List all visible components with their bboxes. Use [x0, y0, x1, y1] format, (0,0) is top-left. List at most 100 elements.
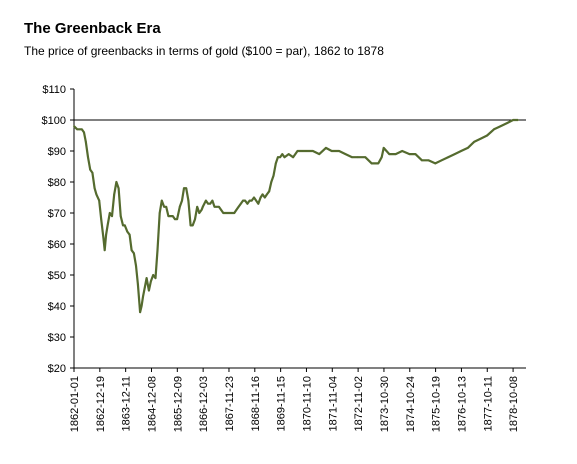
data-point	[274, 162, 277, 165]
data-point	[215, 205, 218, 208]
data-point	[201, 205, 204, 208]
data-point	[78, 128, 81, 131]
data-point	[119, 215, 122, 218]
data-point	[479, 137, 482, 140]
data-point	[301, 150, 303, 152]
data-point	[147, 289, 150, 292]
data-point	[440, 159, 443, 162]
data-point	[73, 125, 75, 128]
data-point	[183, 187, 185, 190]
data-point	[100, 218, 103, 221]
data-point	[434, 162, 437, 165]
data-point	[250, 199, 253, 202]
data-point	[103, 249, 106, 252]
data-point	[351, 156, 354, 159]
y-tick-label: $50	[48, 270, 66, 282]
data-point	[453, 153, 456, 156]
data-point	[235, 209, 238, 211]
data-point	[296, 150, 299, 152]
data-point	[185, 187, 188, 190]
x-tick-label: 1862-12-19	[95, 376, 107, 432]
data-point	[123, 224, 126, 227]
data-point	[388, 153, 391, 156]
data-point	[344, 153, 347, 156]
data-point	[287, 153, 290, 156]
y-tick-label: $30	[48, 332, 66, 344]
data-point	[198, 212, 201, 214]
data-point	[330, 150, 333, 152]
data-point	[169, 215, 172, 218]
data-point	[95, 193, 98, 196]
data-point	[427, 159, 430, 162]
data-point	[231, 212, 233, 214]
y-tick-label: $100	[42, 115, 66, 127]
data-point	[370, 162, 373, 165]
data-point	[211, 199, 214, 202]
chart-title: The Greenback Era	[24, 20, 161, 37]
data-point	[414, 153, 417, 156]
x-tick-label: 1862-01-01	[69, 376, 81, 432]
x-tick-label: 1875-10-19	[431, 376, 443, 432]
data-point	[87, 156, 89, 159]
data-point	[466, 147, 469, 149]
data-point	[194, 218, 196, 221]
data-point	[140, 305, 143, 307]
data-point	[277, 156, 279, 159]
x-tick-label: 1874-10-24	[405, 376, 417, 432]
data-point	[207, 202, 210, 205]
data-point	[115, 181, 118, 183]
data-point	[279, 156, 282, 159]
data-point	[181, 199, 183, 202]
data-point	[224, 212, 227, 214]
data-point	[93, 187, 96, 190]
data-point	[136, 283, 139, 286]
data-point	[281, 153, 284, 156]
data-point	[89, 168, 92, 171]
data-point	[401, 150, 404, 152]
data-point	[187, 199, 190, 202]
data-point	[512, 119, 514, 121]
data-point	[83, 131, 85, 134]
data-point	[233, 212, 236, 214]
x-tick-label: 1868-11-16	[250, 376, 262, 431]
data-point	[111, 215, 113, 218]
data-point	[248, 199, 251, 202]
data-point	[272, 174, 275, 177]
data-point	[113, 193, 116, 196]
data-point	[382, 147, 385, 149]
data-point	[178, 205, 181, 208]
data-point	[128, 233, 131, 236]
data-point	[205, 199, 207, 202]
data-point	[139, 311, 142, 314]
x-axis: 1862-01-01 1862-12-19 1863-12-11 1864-12-08…	[69, 367, 526, 432]
data-point	[447, 156, 450, 159]
y-tick-label: $80	[48, 177, 66, 189]
data-point	[143, 286, 146, 289]
x-tick-label: 1876-10-13	[456, 376, 468, 432]
y-axis: $20 $30 $40 $50 $60 $70 $80 $90 $100 $110	[42, 84, 75, 375]
x-tick-label: 1869-11-15	[276, 376, 288, 431]
data-point	[158, 212, 161, 214]
data-point	[486, 134, 489, 137]
data-point	[473, 140, 476, 143]
data-point	[200, 209, 203, 211]
x-tick-label: 1872-11-02	[353, 376, 365, 431]
data-point	[338, 150, 340, 152]
data-point	[106, 224, 109, 227]
data-point	[517, 119, 520, 121]
data-point	[246, 202, 249, 205]
data-point	[218, 205, 220, 208]
data-point	[259, 196, 262, 199]
data-point	[499, 125, 502, 128]
data-point	[145, 277, 148, 279]
x-tick-label: 1878-10-08	[508, 376, 520, 432]
data-point	[239, 202, 242, 205]
data-point	[196, 205, 199, 208]
data-point	[130, 249, 133, 252]
data-point	[213, 205, 216, 208]
data-point	[283, 156, 286, 159]
data-point	[108, 212, 111, 214]
x-tick-label: 1863-12-11	[121, 376, 133, 431]
data-point	[244, 199, 247, 202]
